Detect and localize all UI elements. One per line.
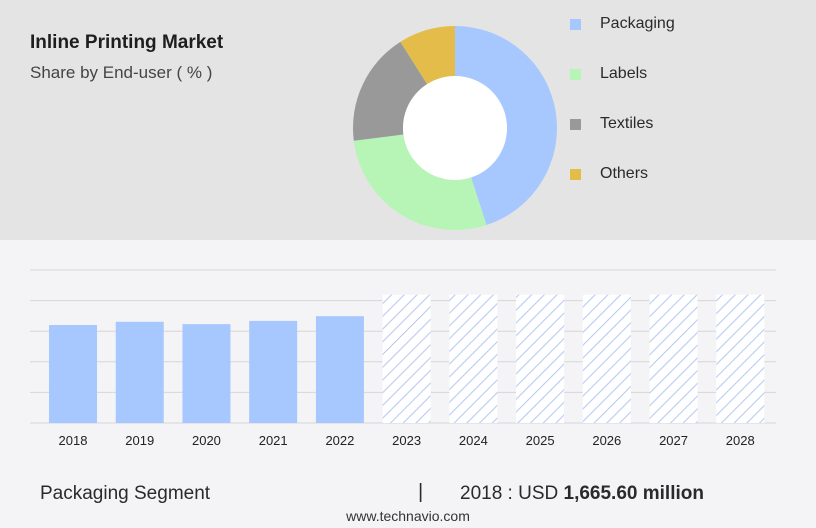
donut-hole <box>403 76 507 180</box>
bar-chart: 2018 2019 2020 2021 2022 2023 2024 2025 2026 2027… <box>30 269 776 448</box>
footer-separator: | <box>418 481 424 503</box>
bar-2023 <box>382 294 431 423</box>
bar-2019 <box>115 321 164 423</box>
x-tick-label: 2022 <box>325 433 354 448</box>
bar-2022 <box>315 316 364 423</box>
legend-swatch <box>570 18 581 30</box>
x-tick-label: 2027 <box>659 433 688 448</box>
x-tick-label: 2018 <box>59 433 88 448</box>
bar-2018 <box>49 324 97 423</box>
bar-2021 <box>249 320 298 423</box>
legend-item-textiles: Textiles <box>570 112 770 136</box>
x-tick-label: 2025 <box>526 433 555 448</box>
legend-label: Labels <box>600 65 648 82</box>
bar-2028 <box>716 294 765 423</box>
source-site: www.technavio.com <box>346 508 470 524</box>
bar-2025 <box>516 294 565 423</box>
segment-value: 1,665.60 million <box>563 483 704 504</box>
donut-slice-others <box>400 26 455 85</box>
x-tick-label: 2024 <box>459 433 488 448</box>
chart-subtitle: Share by End-user ( % ) <box>30 63 213 82</box>
donut-slice-textiles <box>353 41 428 141</box>
segment-value-readout: 2018 : USD 1,665.60 million <box>460 483 704 505</box>
bar-2020 <box>182 324 231 423</box>
x-tick-label: 2026 <box>592 433 621 448</box>
x-tick-label: 2028 <box>726 433 755 448</box>
legend-item-others: Others <box>570 162 770 186</box>
bar-2027 <box>649 294 698 423</box>
x-tick-label: 2021 <box>259 433 288 448</box>
legend-swatch <box>570 168 581 180</box>
legend-label: Textiles <box>600 115 654 132</box>
segment-label: Packaging Segment <box>40 483 211 504</box>
donut-chart <box>353 26 557 230</box>
legend-label: Others <box>600 165 649 182</box>
donut-slice-packaging <box>455 26 557 226</box>
legend-item-packaging: Packaging <box>570 12 770 36</box>
segment-year-label: 2018 : USD <box>460 483 564 504</box>
legend-item-labels: Labels <box>570 62 770 86</box>
legend-label: Packaging <box>600 15 675 32</box>
chart-title: Inline Printing Market <box>30 32 224 53</box>
x-tick-label: 2019 <box>125 433 154 448</box>
legend-swatch <box>570 118 581 130</box>
bar-2024 <box>449 294 498 423</box>
bar-2026 <box>582 294 631 423</box>
x-tick-label: 2023 <box>392 433 421 448</box>
donut-slice-labels <box>353 134 487 230</box>
x-tick-label: 2020 <box>192 433 221 448</box>
legend-swatch <box>570 68 581 80</box>
